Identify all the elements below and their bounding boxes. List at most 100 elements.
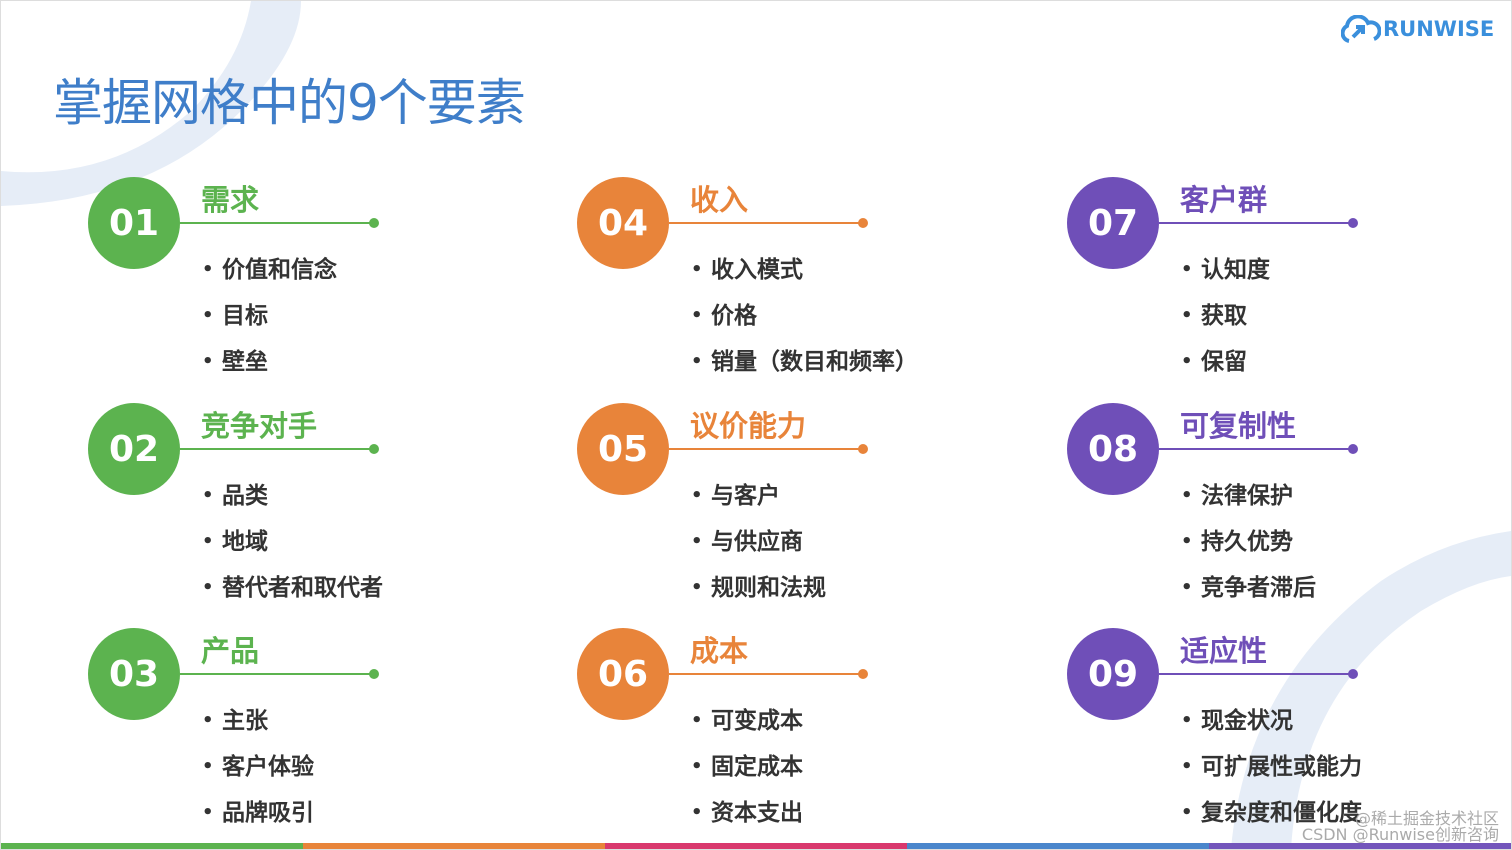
group-title: 产品 [201, 634, 260, 668]
number-badge: 05 [577, 403, 669, 495]
item-label: 认知度 [1201, 257, 1270, 283]
item-list: • 认知度 • 获取 • 保留 [1181, 247, 1270, 385]
element-group-02: 02 竞争对手 • 品类 • 地域 • 替代者和取代者 [88, 403, 508, 623]
item-label: 可扩展性或能力 [1201, 754, 1362, 780]
item-label: 收入模式 [711, 257, 803, 283]
item-label: 客户体验 [222, 754, 314, 780]
item-label: 替代者和取代者 [222, 575, 383, 601]
bottom-color-bar [1, 843, 1511, 849]
element-group-03: 03 产品 • 主张 • 客户体验 • 品牌吸引 [88, 628, 508, 848]
bullet-icon: • [691, 305, 703, 326]
list-item: • 规则和法规 [691, 565, 826, 611]
list-item: • 获取 [1181, 293, 1270, 339]
bullet-icon: • [1181, 577, 1193, 598]
group-title: 议价能力 [690, 409, 807, 443]
item-label: 与客户 [711, 483, 780, 509]
line-end-dot [369, 444, 379, 454]
list-item: • 保留 [1181, 339, 1270, 385]
list-item: • 主张 [202, 698, 314, 744]
list-item: • 替代者和取代者 [202, 565, 383, 611]
color-bar-segment [1209, 843, 1511, 849]
runwise-logo: RUNWISE [1341, 15, 1494, 43]
bullet-icon: • [202, 802, 214, 823]
item-label: 规则和法规 [711, 575, 826, 601]
item-label: 可变成本 [711, 708, 803, 734]
item-label: 价值和信念 [222, 257, 337, 283]
element-group-08: 08 可复制性 • 法律保护 • 持久优势 • 竞争者滞后 [1067, 403, 1487, 623]
number-badge: 01 [88, 177, 180, 269]
number-badge: 08 [1067, 403, 1159, 495]
divider-line [1159, 673, 1353, 675]
list-item: • 壁垒 [202, 339, 337, 385]
item-list: • 现金状况 • 可扩展性或能力 • 复杂度和僵化度 [1181, 698, 1362, 836]
number-badge: 02 [88, 403, 180, 495]
divider-line [669, 222, 863, 224]
bullet-icon: • [691, 710, 703, 731]
bullet-icon: • [691, 351, 703, 372]
divider-line [669, 448, 863, 450]
bullet-icon: • [202, 305, 214, 326]
list-item: • 与供应商 [691, 519, 826, 565]
list-item: • 销量（数目和频率） [691, 339, 918, 385]
item-label: 复杂度和僵化度 [1201, 800, 1362, 826]
list-item: • 目标 [202, 293, 337, 339]
item-label: 地域 [222, 529, 268, 555]
list-item: • 客户体验 [202, 744, 314, 790]
group-title: 适应性 [1180, 634, 1268, 668]
bullet-icon: • [202, 531, 214, 552]
line-end-dot [369, 669, 379, 679]
group-title: 成本 [690, 634, 749, 668]
bullet-icon: • [202, 577, 214, 598]
bullet-icon: • [1181, 531, 1193, 552]
divider-line [180, 448, 374, 450]
slide-title: 掌握网格中的9个要素 [53, 74, 526, 132]
item-label: 获取 [1201, 303, 1247, 329]
color-bar-segment [1, 843, 303, 849]
item-list: • 品类 • 地域 • 替代者和取代者 [202, 473, 383, 611]
bullet-icon: • [1181, 485, 1193, 506]
element-group-01: 01 需求 • 价值和信念 • 目标 • 壁垒 [88, 177, 508, 397]
bullet-icon: • [691, 802, 703, 823]
list-item: • 可变成本 [691, 698, 803, 744]
item-list: • 法律保护 • 持久优势 • 竞争者滞后 [1181, 473, 1316, 611]
list-item: • 可扩展性或能力 [1181, 744, 1362, 790]
item-label: 价格 [711, 303, 757, 329]
bullet-icon: • [691, 485, 703, 506]
watermark-csdn: CSDN @Runwise创新咨询 [1301, 825, 1499, 844]
element-group-07: 07 客户群 • 认知度 • 获取 • 保留 [1067, 177, 1487, 397]
list-item: • 固定成本 [691, 744, 803, 790]
list-item: • 价值和信念 [202, 247, 337, 293]
group-title: 需求 [201, 183, 260, 217]
line-end-dot [1348, 218, 1358, 228]
watermark-juejin: @稀土掘金技术社区 [1354, 809, 1499, 828]
bullet-icon: • [691, 259, 703, 280]
item-label: 现金状况 [1201, 708, 1293, 734]
number-badge: 06 [577, 628, 669, 720]
list-item: • 价格 [691, 293, 918, 339]
group-title: 收入 [690, 183, 749, 217]
divider-line [1159, 448, 1353, 450]
divider-line [669, 673, 863, 675]
list-item: • 认知度 [1181, 247, 1270, 293]
group-title: 竞争对手 [201, 409, 318, 443]
item-label: 主张 [222, 708, 268, 734]
line-end-dot [1348, 669, 1358, 679]
divider-line [1159, 222, 1353, 224]
list-item: • 品类 [202, 473, 383, 519]
bullet-icon: • [691, 756, 703, 777]
list-item: • 法律保护 [1181, 473, 1316, 519]
bullet-icon: • [1181, 756, 1193, 777]
bullet-icon: • [1181, 710, 1193, 731]
group-title: 客户群 [1180, 183, 1268, 217]
line-end-dot [858, 669, 868, 679]
item-label: 品类 [222, 483, 268, 509]
item-label: 固定成本 [711, 754, 803, 780]
group-title: 可复制性 [1180, 409, 1297, 443]
cloud-arrow-icon [1341, 15, 1381, 43]
element-group-04: 04 收入 • 收入模式 • 价格 • 销量（数目和频率） [577, 177, 997, 397]
color-bar-segment [907, 843, 1209, 849]
number-badge: 04 [577, 177, 669, 269]
element-group-09: 09 适应性 • 现金状况 • 可扩展性或能力 • 复杂度和僵化度 [1067, 628, 1487, 848]
list-item: • 资本支出 [691, 790, 803, 836]
